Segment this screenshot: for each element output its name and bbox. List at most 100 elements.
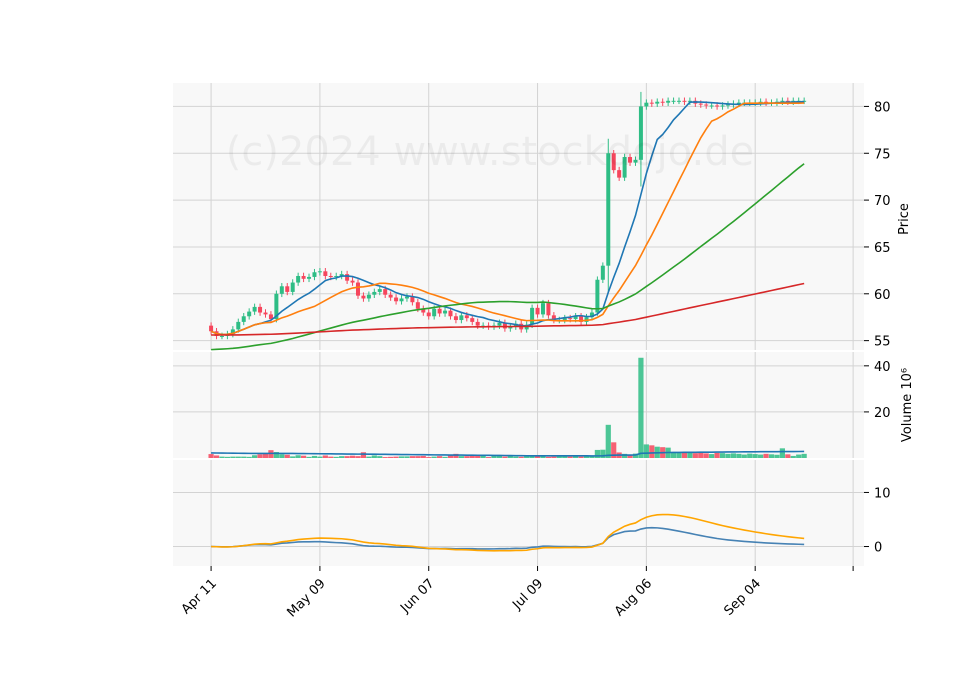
candle-body — [568, 318, 573, 320]
volume-bar — [752, 454, 758, 458]
candle-body — [279, 286, 284, 294]
candle-body — [666, 100, 671, 103]
candle-body — [606, 153, 611, 266]
candle-body — [394, 297, 399, 302]
candle-body — [649, 102, 654, 104]
volume-axis-label: Volume 10⁶ — [900, 368, 915, 442]
candle-body — [361, 295, 366, 299]
volume-bar — [491, 455, 497, 458]
volume-bar — [420, 455, 426, 458]
candle-body — [655, 101, 660, 104]
candle-body — [247, 311, 252, 317]
volume-bar — [785, 454, 791, 458]
sma-line-4 — [211, 282, 805, 336]
volume-bar — [306, 456, 312, 458]
watermark: (c)2024 www.stockdojo.de — [226, 129, 755, 175]
candle-body — [285, 286, 290, 292]
volume-bar — [605, 424, 611, 458]
candle-body — [274, 293, 279, 320]
candle-body — [579, 316, 584, 322]
volume-bar — [382, 457, 388, 458]
volume-bar — [747, 453, 753, 458]
volume-bar — [632, 453, 639, 458]
volume-bar — [453, 453, 459, 458]
candle-body — [715, 105, 720, 107]
candle-body — [377, 289, 382, 292]
oscillator-panel: 0 10 — [173, 460, 891, 566]
volume-bar — [687, 452, 693, 458]
candle-body — [720, 105, 725, 107]
volume-bar — [300, 455, 307, 458]
x-tick-label: May 09 — [284, 576, 328, 620]
oscillator-line-1 — [211, 526, 805, 550]
candle-body — [334, 275, 339, 277]
candle-body — [296, 275, 301, 283]
volume-bar — [698, 452, 704, 458]
candle-body — [388, 294, 393, 298]
candle-body — [470, 318, 475, 322]
candle-body — [437, 308, 442, 314]
volume-bar — [235, 456, 241, 458]
volume-bar — [398, 456, 405, 458]
y-tick-label: 55 — [874, 335, 891, 350]
volume-bar — [415, 456, 421, 458]
volume-bar — [583, 455, 590, 458]
oscillator-line-2 — [211, 513, 805, 552]
volume-bar — [594, 449, 600, 458]
candle-body — [595, 279, 600, 313]
candle-body — [219, 335, 224, 337]
candle-body — [443, 310, 448, 314]
y-tick-label: 0 — [874, 541, 882, 556]
volume-bar — [676, 452, 682, 458]
candle-body — [355, 282, 360, 296]
volume-bar — [545, 456, 552, 458]
y-tick-label: 40 — [874, 360, 891, 375]
volume-bar — [725, 453, 731, 458]
candle-body — [258, 306, 263, 313]
candle-body — [508, 326, 513, 329]
x-tick-label: Aug 06 — [612, 576, 655, 619]
volume-bar — [534, 456, 541, 458]
volume-bar — [507, 455, 513, 458]
volume-bar — [643, 444, 649, 458]
volume-bar — [475, 455, 481, 458]
candle-body — [758, 101, 763, 103]
candle-body — [350, 280, 355, 283]
candle-body — [671, 100, 676, 102]
volume-bar — [442, 456, 448, 458]
y-tick-label: 60 — [874, 288, 891, 303]
candle-body — [573, 316, 578, 320]
candle-body — [421, 308, 426, 313]
y-tick-label: 80 — [874, 100, 891, 115]
candle-body — [399, 298, 404, 302]
volume-bar — [779, 448, 785, 458]
undefined — [173, 83, 864, 350]
candle-body — [589, 312, 594, 318]
volume-bar — [518, 456, 524, 458]
volume-bar — [409, 456, 416, 458]
volume-bar — [496, 455, 503, 458]
volume-bar — [273, 452, 279, 458]
volume-bar — [213, 455, 220, 458]
x-tick-label: Jul 09 — [509, 576, 546, 613]
volume-bar — [763, 453, 769, 458]
candle-body — [600, 265, 605, 280]
candle-body — [725, 104, 730, 106]
volume-bar — [529, 455, 535, 458]
volume-bar — [219, 456, 225, 458]
volume-bar — [328, 456, 334, 458]
volume-bar — [589, 455, 595, 458]
candle-body — [802, 100, 807, 102]
volume-bar — [469, 455, 475, 458]
candle-body — [230, 329, 235, 335]
volume-bar — [600, 449, 606, 458]
candle-body — [546, 303, 551, 316]
candle-body — [383, 289, 388, 295]
x-axis: Apr 11 May 09 Jun 07 Jul 09 Aug 06 Sep 04 — [179, 566, 854, 620]
candle-body — [502, 322, 507, 329]
candle-body — [464, 315, 469, 319]
candle-body — [764, 101, 769, 103]
candle-body — [475, 321, 480, 326]
volume-bar — [208, 454, 214, 458]
candle-body — [404, 296, 409, 299]
